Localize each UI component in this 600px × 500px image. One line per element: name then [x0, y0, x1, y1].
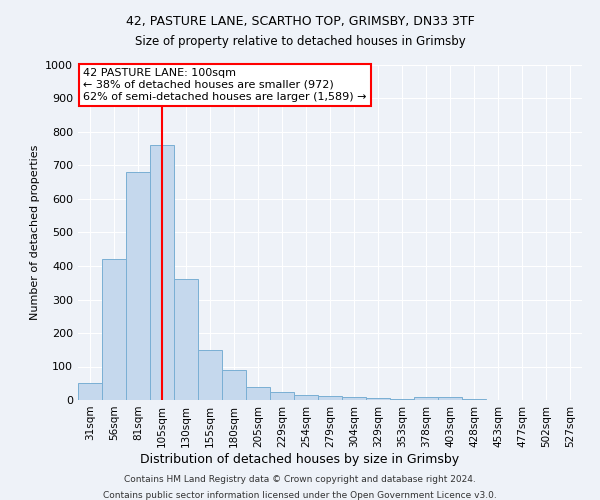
Bar: [342, 398, 366, 400]
Text: Contains HM Land Registry data © Crown copyright and database right 2024.: Contains HM Land Registry data © Crown c…: [124, 476, 476, 484]
Bar: [174, 280, 198, 400]
Bar: [318, 396, 342, 400]
Bar: [78, 383, 102, 400]
Bar: [198, 350, 222, 400]
Bar: [294, 395, 318, 400]
Text: Size of property relative to detached houses in Grimsby: Size of property relative to detached ho…: [134, 35, 466, 48]
Bar: [222, 370, 246, 400]
Y-axis label: Number of detached properties: Number of detached properties: [29, 145, 40, 320]
Bar: [246, 386, 270, 400]
Bar: [102, 260, 126, 400]
Bar: [150, 146, 174, 400]
Bar: [438, 398, 462, 400]
Bar: [414, 398, 438, 400]
Text: 42, PASTURE LANE, SCARTHO TOP, GRIMSBY, DN33 3TF: 42, PASTURE LANE, SCARTHO TOP, GRIMSBY, …: [125, 15, 475, 28]
Text: 42 PASTURE LANE: 100sqm
← 38% of detached houses are smaller (972)
62% of semi-d: 42 PASTURE LANE: 100sqm ← 38% of detache…: [83, 68, 367, 102]
Text: Contains public sector information licensed under the Open Government Licence v3: Contains public sector information licen…: [103, 490, 497, 500]
Bar: [126, 172, 150, 400]
Bar: [270, 392, 294, 400]
Text: Distribution of detached houses by size in Grimsby: Distribution of detached houses by size …: [140, 454, 460, 466]
Bar: [462, 399, 486, 400]
Bar: [390, 399, 414, 400]
Bar: [366, 398, 390, 400]
